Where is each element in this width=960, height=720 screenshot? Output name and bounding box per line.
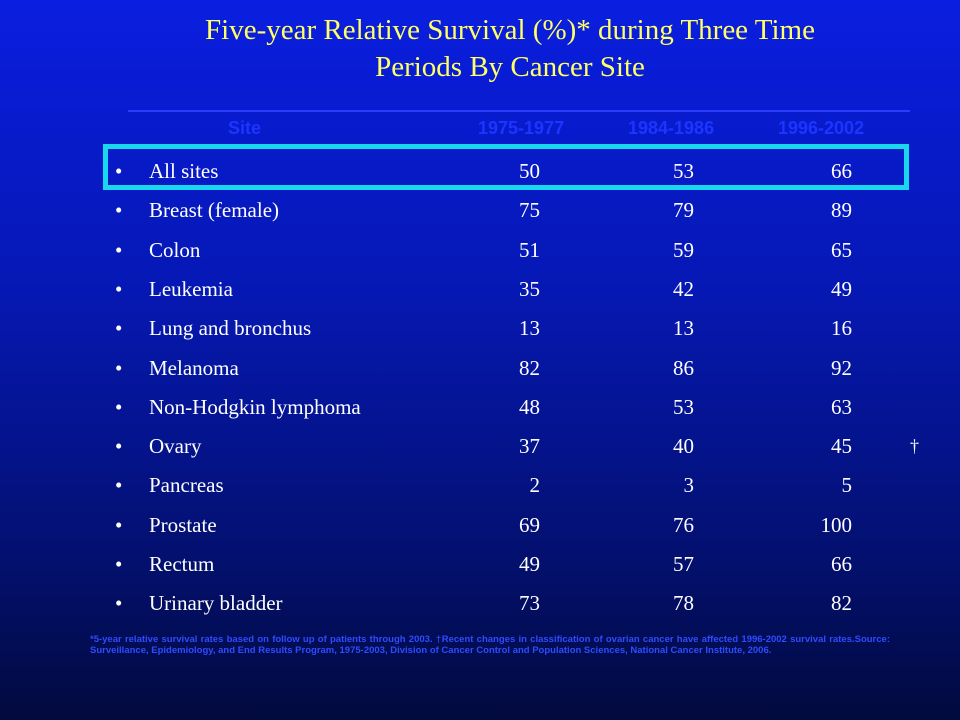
row-bullet: • [115, 316, 123, 341]
all-sites-highlight-box [103, 144, 909, 190]
row-value-1984-1986: 40 [673, 434, 694, 459]
row-bullet: • [115, 394, 123, 419]
row-value-1984-1986: 78 [673, 591, 694, 616]
header-period-1984: 1984-1986 [628, 118, 715, 138]
row-value-1975-1977: 2 [529, 473, 541, 498]
header-site: Site [228, 118, 262, 138]
row-value-1996-2002: 92 [831, 355, 852, 380]
row-bullet: • [115, 552, 123, 576]
table-row: • Melanoma 82 86 92 [0, 353, 960, 383]
table-row: • Leukemia 35 42 49 [0, 274, 960, 304]
header-divider [128, 110, 910, 112]
row-bullet: • [115, 512, 123, 537]
row-bullet: • [115, 355, 123, 380]
row-value-1984-1986: 53 [673, 159, 694, 183]
row-value-1984-1986: 53 [673, 394, 694, 419]
row-value-1984-1986: 59 [673, 237, 694, 262]
footnote: *5-year relative survival rates based on… [90, 634, 890, 656]
row-value-1996-2002: 66 [831, 552, 852, 576]
row-value-1975-1977: 50 [519, 159, 540, 183]
row-value-1996-2002: 5 [841, 473, 853, 498]
row-bullet: • [115, 591, 123, 616]
row-bullet: • [115, 159, 123, 183]
row-value-1984-1986: 76 [673, 512, 694, 537]
row-value-1996-2002: 63 [831, 394, 852, 419]
row-bullet: • [115, 198, 123, 223]
row-bullet: • [115, 237, 123, 262]
table-row: • All sites 50 53 66 [0, 156, 960, 186]
row-value-1996-2002: 66 [831, 159, 852, 183]
row-site-name: Pancreas [149, 473, 224, 498]
row-site-name: Urinary bladder [149, 591, 283, 616]
table-row: • Prostate 69 76 100 [0, 510, 960, 540]
row-value-1996-2002: 65 [831, 237, 852, 262]
row-value-1996-2002: 100 [820, 512, 853, 537]
row-value-1984-1986: 13 [673, 316, 694, 341]
row-site-name: Ovary [149, 434, 202, 459]
row-bullet: • [115, 434, 123, 459]
row-value-1975-1977: 73 [519, 591, 540, 616]
row-site-name: Leukemia [149, 276, 233, 301]
table-row: • Non-Hodgkin lymphoma 48 53 63 [0, 392, 960, 422]
row-value-1975-1977: 75 [519, 198, 540, 223]
table-row: • Urinary bladder 73 78 82 [0, 588, 960, 618]
table-row: • Ovary 37 40 45 † [0, 431, 960, 461]
row-site-name: Non-Hodgkin lymphoma [149, 394, 361, 419]
row-value-1984-1986: 3 [683, 473, 695, 498]
header-period-1975: 1975-1977 [478, 118, 565, 138]
table-row: • Breast (female) 75 79 89 [0, 195, 960, 225]
table-row: • Colon 51 59 65 [0, 235, 960, 265]
row-value-1975-1977: 37 [519, 434, 540, 459]
row-bullet: • [115, 276, 123, 301]
row-site-name: Melanoma [149, 355, 239, 380]
row-value-1996-2002: 49 [831, 276, 852, 301]
row-value-1984-1986: 86 [673, 355, 694, 380]
table-row: • Rectum 49 57 66 [0, 549, 960, 579]
row-value-1975-1977: 69 [519, 512, 540, 537]
row-value-1984-1986: 57 [673, 552, 694, 576]
row-value-1996-2002: 82 [831, 591, 852, 616]
header-period-1996: 1996-2002 [778, 118, 865, 138]
row-value-1975-1977: 49 [519, 552, 540, 576]
row-value-1984-1986: 42 [673, 276, 694, 301]
row-value-1975-1977: 82 [519, 355, 540, 380]
row-value-1996-2002: 89 [831, 198, 852, 223]
row-value-1996-2002: 16 [831, 316, 852, 341]
row-site-name: Colon [149, 237, 201, 262]
row-site-name: Lung and bronchus [149, 316, 312, 341]
row-site-name: Prostate [149, 512, 217, 537]
row-value-1975-1977: 13 [519, 316, 540, 341]
row-value-1975-1977: 35 [519, 276, 540, 301]
row-value-1975-1977: 51 [519, 237, 540, 262]
row-value-1996-2002: 45 [831, 434, 852, 459]
row-site-name: Rectum [149, 552, 215, 576]
row-value-1975-1977: 48 [519, 394, 540, 419]
row-site-name: Breast (female) [149, 198, 280, 223]
table-row: • Lung and bronchus 13 13 16 [0, 313, 960, 343]
slide-title: Five-year Relative Survival (%)* during … [205, 14, 815, 83]
row-site-name: All sites [149, 159, 219, 183]
table-row: • Pancreas 2 3 5 [0, 470, 960, 500]
row-bullet: • [115, 473, 123, 498]
row-footnote-mark: † [910, 436, 919, 457]
row-value-1984-1986: 79 [673, 198, 694, 223]
